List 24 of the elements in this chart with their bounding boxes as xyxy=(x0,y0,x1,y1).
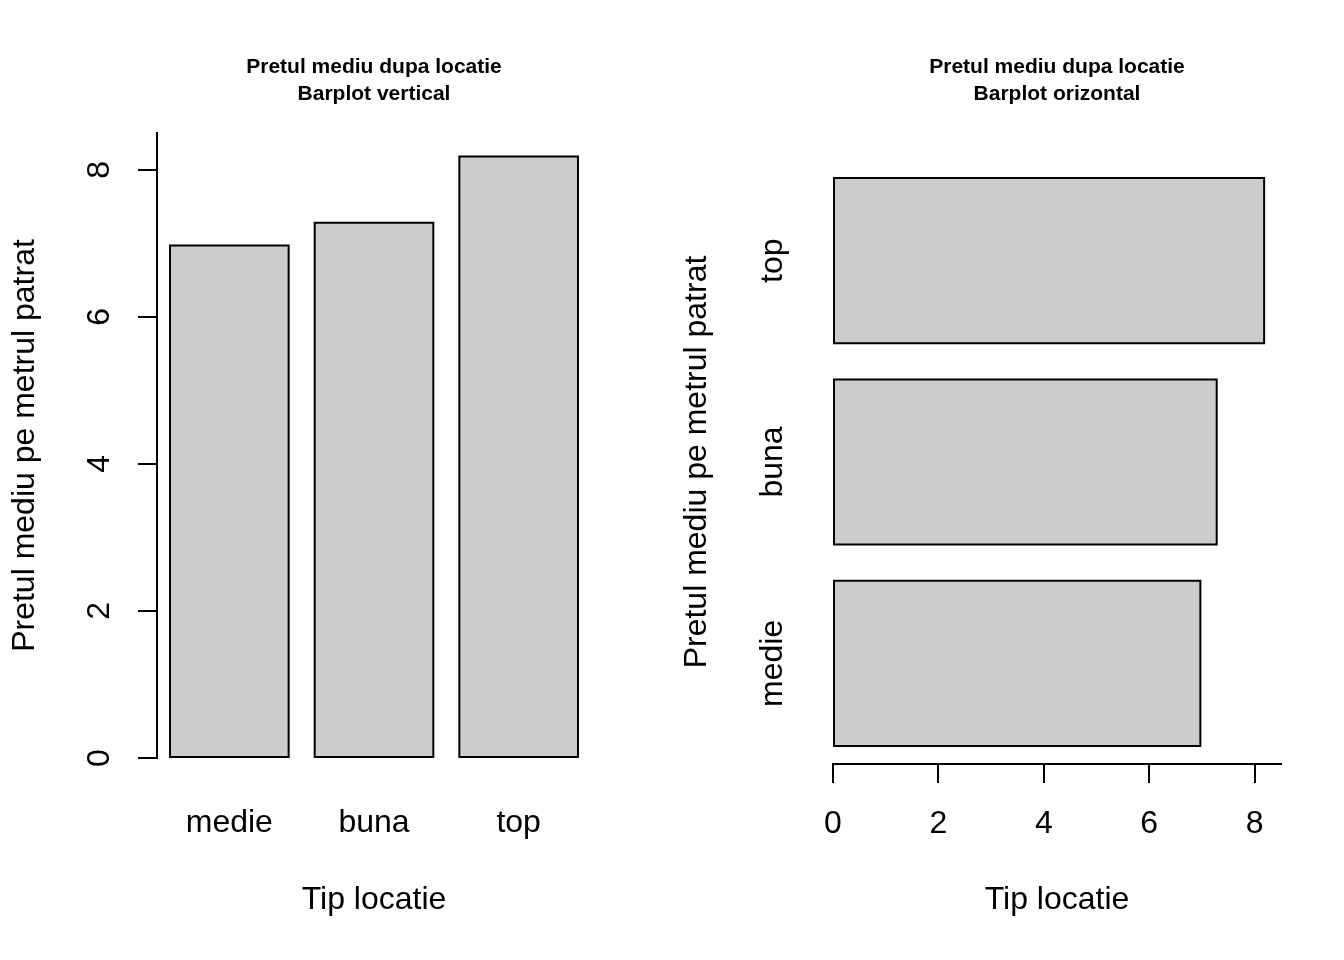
y-tick-label: 4 xyxy=(79,454,116,473)
x-tick-label: 4 xyxy=(1034,804,1053,841)
x-tick-label: buna xyxy=(338,803,410,840)
chart-subtitle: Barplot orizontal xyxy=(973,80,1141,104)
x-tick-label: 0 xyxy=(824,804,842,841)
y-tick-label: 6 xyxy=(79,307,116,326)
y-tick-label: 8 xyxy=(79,160,116,179)
x-tick-label: medie xyxy=(185,803,273,840)
x-tick-label: 8 xyxy=(1245,804,1264,841)
y-tick-label: medie xyxy=(753,619,790,707)
y-tick-label: top xyxy=(753,238,790,283)
x-tick-label: 6 xyxy=(1140,804,1159,841)
x-axis-title: Tip locatie xyxy=(301,879,447,916)
y-tick-label: 0 xyxy=(79,749,116,767)
chart-subtitle: Barplot vertical xyxy=(297,80,451,104)
y-axis-title: Pretul mediu pe metrul patrat xyxy=(677,255,714,669)
x-tick-label: top xyxy=(496,803,541,840)
y-axis-title: Pretul mediu pe metrul patrat xyxy=(5,239,42,652)
x-tick-label: 2 xyxy=(929,804,948,841)
x-axis-title: Tip locatie xyxy=(984,879,1130,916)
chart-title: Pretul mediu dupa locatie xyxy=(246,53,502,77)
chart-title: Pretul mediu dupa locatie xyxy=(929,53,1185,77)
y-tick-label: 2 xyxy=(79,602,116,620)
y-tick-label: buna xyxy=(753,426,790,498)
